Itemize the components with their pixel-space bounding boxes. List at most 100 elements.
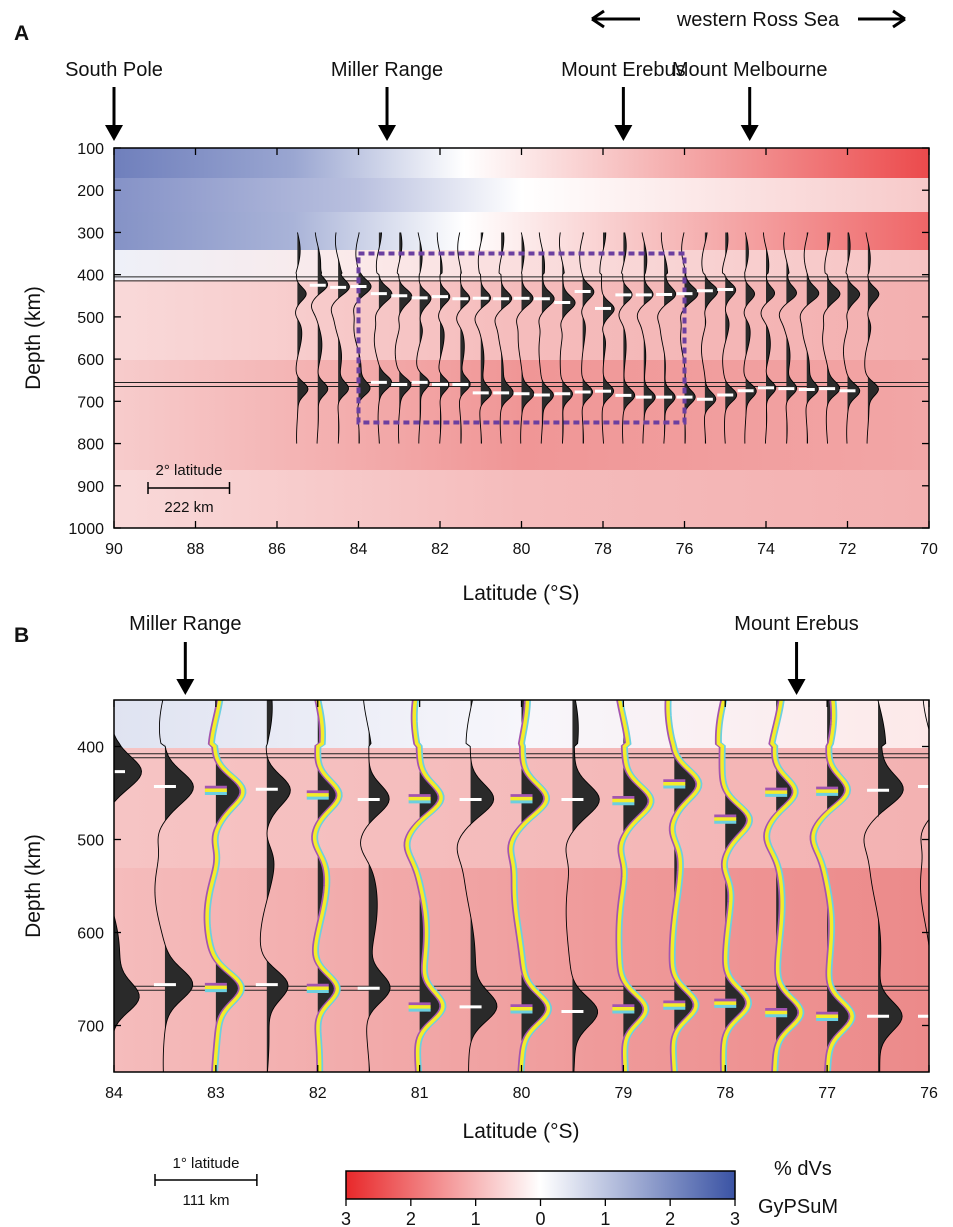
region-indicator: western Ross Sea xyxy=(591,9,906,31)
b-trace xyxy=(714,700,754,1072)
a-marker-label: Miller Range xyxy=(331,59,443,81)
a-trace-line xyxy=(311,232,329,444)
ticks-b: 84 83 82 81 80 79 78 77 76 400 500 600 700 xyxy=(77,700,938,1102)
b-trace-line xyxy=(920,700,929,951)
a-trace-line xyxy=(394,232,413,444)
a-marker-arrowhead-icon xyxy=(378,125,397,141)
a-x-tick-label: 70 xyxy=(920,541,938,558)
a-marker-arrowhead-icon xyxy=(614,125,633,141)
a-trace-line xyxy=(618,232,636,444)
x-axis-title-b: Latitude (°S) xyxy=(463,1120,580,1143)
ticks-a: 90 88 86 84 82 80 78 76 74 72 70 100 200 300 400 500 600… xyxy=(68,141,938,558)
b-trace-alt-yellow xyxy=(764,700,803,1072)
a-trace-fill xyxy=(725,232,737,444)
b-marker-arrowhead-icon xyxy=(176,679,195,695)
scale-bar-a-degrees: 2° latitude xyxy=(156,462,223,479)
b-trace xyxy=(403,700,447,1072)
a-trace-line xyxy=(721,232,738,444)
colorbar-title-line1: % dVs xyxy=(774,1158,832,1180)
picks-b xyxy=(103,770,940,1021)
a-trace-line xyxy=(843,232,861,444)
b-marker-arrowhead-icon xyxy=(787,679,806,695)
panel-b: 84 83 82 81 80 79 78 77 76 400 500 600 700 Latitude … xyxy=(22,699,940,1143)
a-marker-label: South Pole xyxy=(65,59,163,81)
b-trace-fill xyxy=(725,700,750,1072)
a-trace xyxy=(373,232,393,444)
a-trace-fill xyxy=(562,232,576,444)
b-trace-alt-yellow xyxy=(205,700,245,1072)
b-trace xyxy=(154,700,194,1072)
b-x-tick-label: 77 xyxy=(818,1085,836,1102)
a-x-tick-label: 74 xyxy=(757,541,775,558)
a-trace-line xyxy=(822,232,841,444)
right-arrow-icon xyxy=(858,9,906,29)
picks-a xyxy=(309,283,856,401)
a-trace-fill xyxy=(378,232,392,444)
a-trace-line xyxy=(330,232,350,444)
y-axis-title-a: Depth (km) xyxy=(22,286,45,390)
a-trace-fill xyxy=(704,232,718,444)
b-trace xyxy=(664,700,703,1072)
b-trace xyxy=(456,700,498,1072)
a-trace-line xyxy=(657,232,677,444)
b-trace-fill xyxy=(114,700,142,1072)
b-x-tick-label: 84 xyxy=(105,1085,123,1102)
a-x-tick-label: 90 xyxy=(105,541,123,558)
a-marker-label: Mount Erebus xyxy=(561,59,686,81)
inset-region-box xyxy=(356,251,687,425)
b-trace xyxy=(114,700,142,1072)
a-trace-fill xyxy=(460,232,471,444)
b-trace-line xyxy=(565,700,600,1072)
a-trace-line xyxy=(864,232,880,444)
a-y-tick-label: 600 xyxy=(77,352,104,369)
a-trace-line xyxy=(373,232,393,444)
a-trace xyxy=(822,232,841,444)
a-trace-line xyxy=(701,232,719,444)
b-trace-alt-yellow xyxy=(716,700,752,1072)
b-y-tick-label: 700 xyxy=(77,1019,104,1036)
a-x-tick-label: 80 xyxy=(513,541,531,558)
a-trace-line xyxy=(799,232,820,444)
colorbar-tick-label: 3 xyxy=(341,1209,351,1227)
colorbar-tick-label: 0 xyxy=(535,1209,545,1227)
a-trace-fill xyxy=(867,232,879,444)
a-trace xyxy=(636,232,656,444)
x-axis-title-a: Latitude (°S) xyxy=(463,582,580,605)
b-trace-fill xyxy=(266,700,291,1072)
b-trace-line xyxy=(114,732,142,1072)
a-y-tick-label: 300 xyxy=(77,225,104,242)
a-trace-fill xyxy=(399,232,412,444)
b-trace-alt-yellow xyxy=(811,700,854,1072)
scale-bar-b-degrees: 1° latitude xyxy=(173,1155,240,1172)
a-trace xyxy=(394,232,413,444)
b-y-tick-label: 600 xyxy=(77,926,104,943)
a-trace xyxy=(436,232,451,444)
b-trace-line xyxy=(456,700,498,1072)
a-x-tick-label: 76 xyxy=(676,541,694,558)
a-y-tick-label: 800 xyxy=(77,437,104,454)
b-trace-alt-yellow xyxy=(617,700,653,1072)
a-marker-label: Mount Melbourne xyxy=(672,59,828,81)
a-marker-arrowhead-icon xyxy=(740,125,759,141)
a-trace xyxy=(864,232,880,444)
a-x-tick-label: 84 xyxy=(350,541,368,558)
a-y-tick-label: 100 xyxy=(77,141,104,158)
a-trace-fill xyxy=(766,232,776,444)
b-y-tick-label: 400 xyxy=(77,740,104,757)
colorbar-title-line2: GyPSuM xyxy=(758,1196,838,1218)
colorbar-tick-label: 2 xyxy=(665,1209,675,1227)
a-y-tick-label: 200 xyxy=(77,183,104,200)
a-trace-line xyxy=(599,232,615,444)
b-trace xyxy=(507,700,552,1072)
a-y-tick-label: 400 xyxy=(77,268,104,285)
panel-a: 90 88 86 84 82 80 78 76 74 72 70 100 200 300 400 500 600… xyxy=(22,141,938,605)
a-trace-fill xyxy=(684,232,698,444)
b-x-tick-label: 81 xyxy=(411,1085,429,1102)
colorbar-tick-label: 3 xyxy=(730,1209,740,1227)
a-trace xyxy=(516,232,535,444)
b-trace-alt-yellow xyxy=(509,700,551,1072)
a-trace xyxy=(295,232,309,444)
a-trace-line xyxy=(516,232,535,444)
b-x-tick-label: 83 xyxy=(207,1085,225,1102)
